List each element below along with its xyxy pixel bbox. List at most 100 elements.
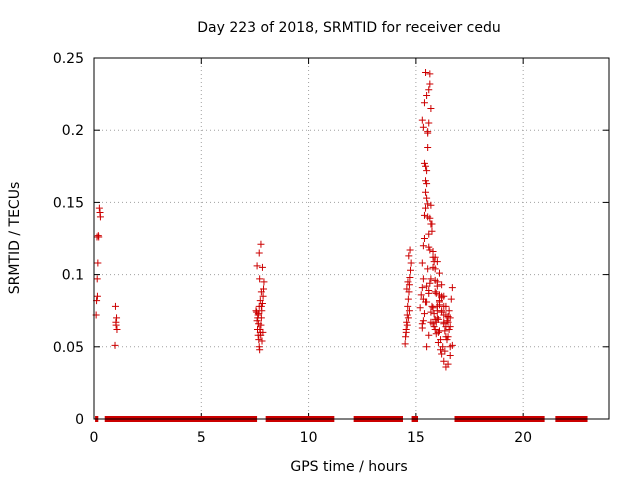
data-point [253, 308, 261, 316]
data-point [256, 297, 264, 305]
data-point [429, 304, 437, 312]
data-point [258, 337, 266, 345]
data-point [254, 310, 262, 318]
data-point [425, 289, 433, 297]
y-tick-label: 0.25 [53, 51, 84, 67]
data-point [256, 346, 264, 354]
data-point [427, 220, 435, 228]
data-point [113, 325, 121, 333]
data-point [407, 266, 415, 274]
x-axis-label: GPS time / hours [290, 459, 407, 475]
data-point [418, 320, 426, 328]
data-point [431, 288, 439, 296]
data-point [441, 347, 449, 355]
data-point [426, 80, 434, 88]
data-point [403, 321, 411, 329]
data-point [256, 325, 264, 333]
data-point [424, 144, 432, 152]
data-point [445, 325, 453, 333]
data-point [93, 275, 101, 283]
data-point [443, 317, 451, 325]
data-point [426, 214, 434, 222]
data-point [448, 284, 456, 292]
data-point [420, 310, 428, 318]
data-point [431, 325, 439, 333]
data-point [425, 119, 433, 127]
y-axis-label: SRMTID / TECUs [7, 182, 23, 295]
data-points [92, 68, 456, 371]
data-point [255, 249, 263, 257]
data-point [111, 341, 119, 349]
data-point [426, 246, 434, 254]
data-point [437, 336, 445, 344]
data-point [254, 314, 262, 322]
data-point [419, 242, 427, 250]
data-point [416, 304, 424, 312]
axis-ticks: 0 5 10 15 20 0 0.05 0.1 0.15 0.2 0.25 [53, 51, 609, 446]
data-point [440, 357, 448, 365]
data-point [433, 258, 441, 266]
data-point [438, 350, 446, 358]
data-point [430, 323, 438, 331]
data-point [96, 213, 104, 221]
data-point [431, 315, 439, 323]
data-point [420, 235, 428, 242]
data-point [444, 318, 452, 326]
data-point [432, 318, 440, 326]
x-tick-label: 10 [300, 430, 318, 446]
data-point [402, 328, 410, 336]
data-point [259, 328, 267, 336]
data-point [444, 333, 452, 341]
data-point [424, 200, 432, 208]
data-point [253, 262, 261, 270]
grid-lines [94, 58, 609, 419]
data-point [417, 291, 425, 299]
data-point [402, 333, 410, 341]
data-point [418, 284, 426, 292]
data-point [93, 233, 101, 241]
data-point [405, 281, 413, 289]
data-point [427, 308, 435, 316]
data-point [423, 343, 431, 351]
data-point [406, 246, 414, 254]
data-point [432, 289, 440, 297]
data-point [438, 281, 446, 289]
data-point [404, 302, 412, 310]
data-point [257, 240, 265, 248]
data-point [438, 294, 446, 302]
chart-title: Day 223 of 2018, SRMTID for receiver ced… [197, 20, 500, 36]
data-point [429, 320, 437, 328]
data-point [428, 302, 436, 310]
data-point [423, 180, 431, 188]
data-point [420, 211, 428, 219]
data-point [446, 323, 454, 331]
data-point [435, 298, 443, 306]
data-point [257, 288, 265, 296]
data-point [255, 320, 263, 328]
data-point [423, 92, 431, 100]
data-point [405, 252, 413, 260]
data-point [429, 263, 437, 271]
y-tick-label: 0.05 [53, 340, 84, 356]
data-point [426, 70, 434, 78]
data-point [401, 340, 409, 348]
data-point [439, 343, 447, 351]
data-point [444, 360, 452, 368]
x-tick-label: 0 [90, 430, 99, 446]
data-point [433, 278, 441, 286]
x-tick-label: 5 [197, 430, 206, 446]
x-tick-label: 15 [407, 430, 425, 446]
y-tick-label: 0.15 [53, 195, 84, 211]
data-point [435, 269, 443, 277]
data-point [418, 259, 426, 267]
data-point [426, 279, 434, 287]
data-point [403, 285, 411, 293]
y-tick-label: 0.1 [62, 268, 84, 284]
data-point [423, 282, 431, 290]
data-point [420, 159, 428, 167]
data-point [423, 167, 431, 175]
data-point [257, 302, 265, 310]
data-point [404, 278, 412, 286]
data-point [419, 317, 427, 325]
